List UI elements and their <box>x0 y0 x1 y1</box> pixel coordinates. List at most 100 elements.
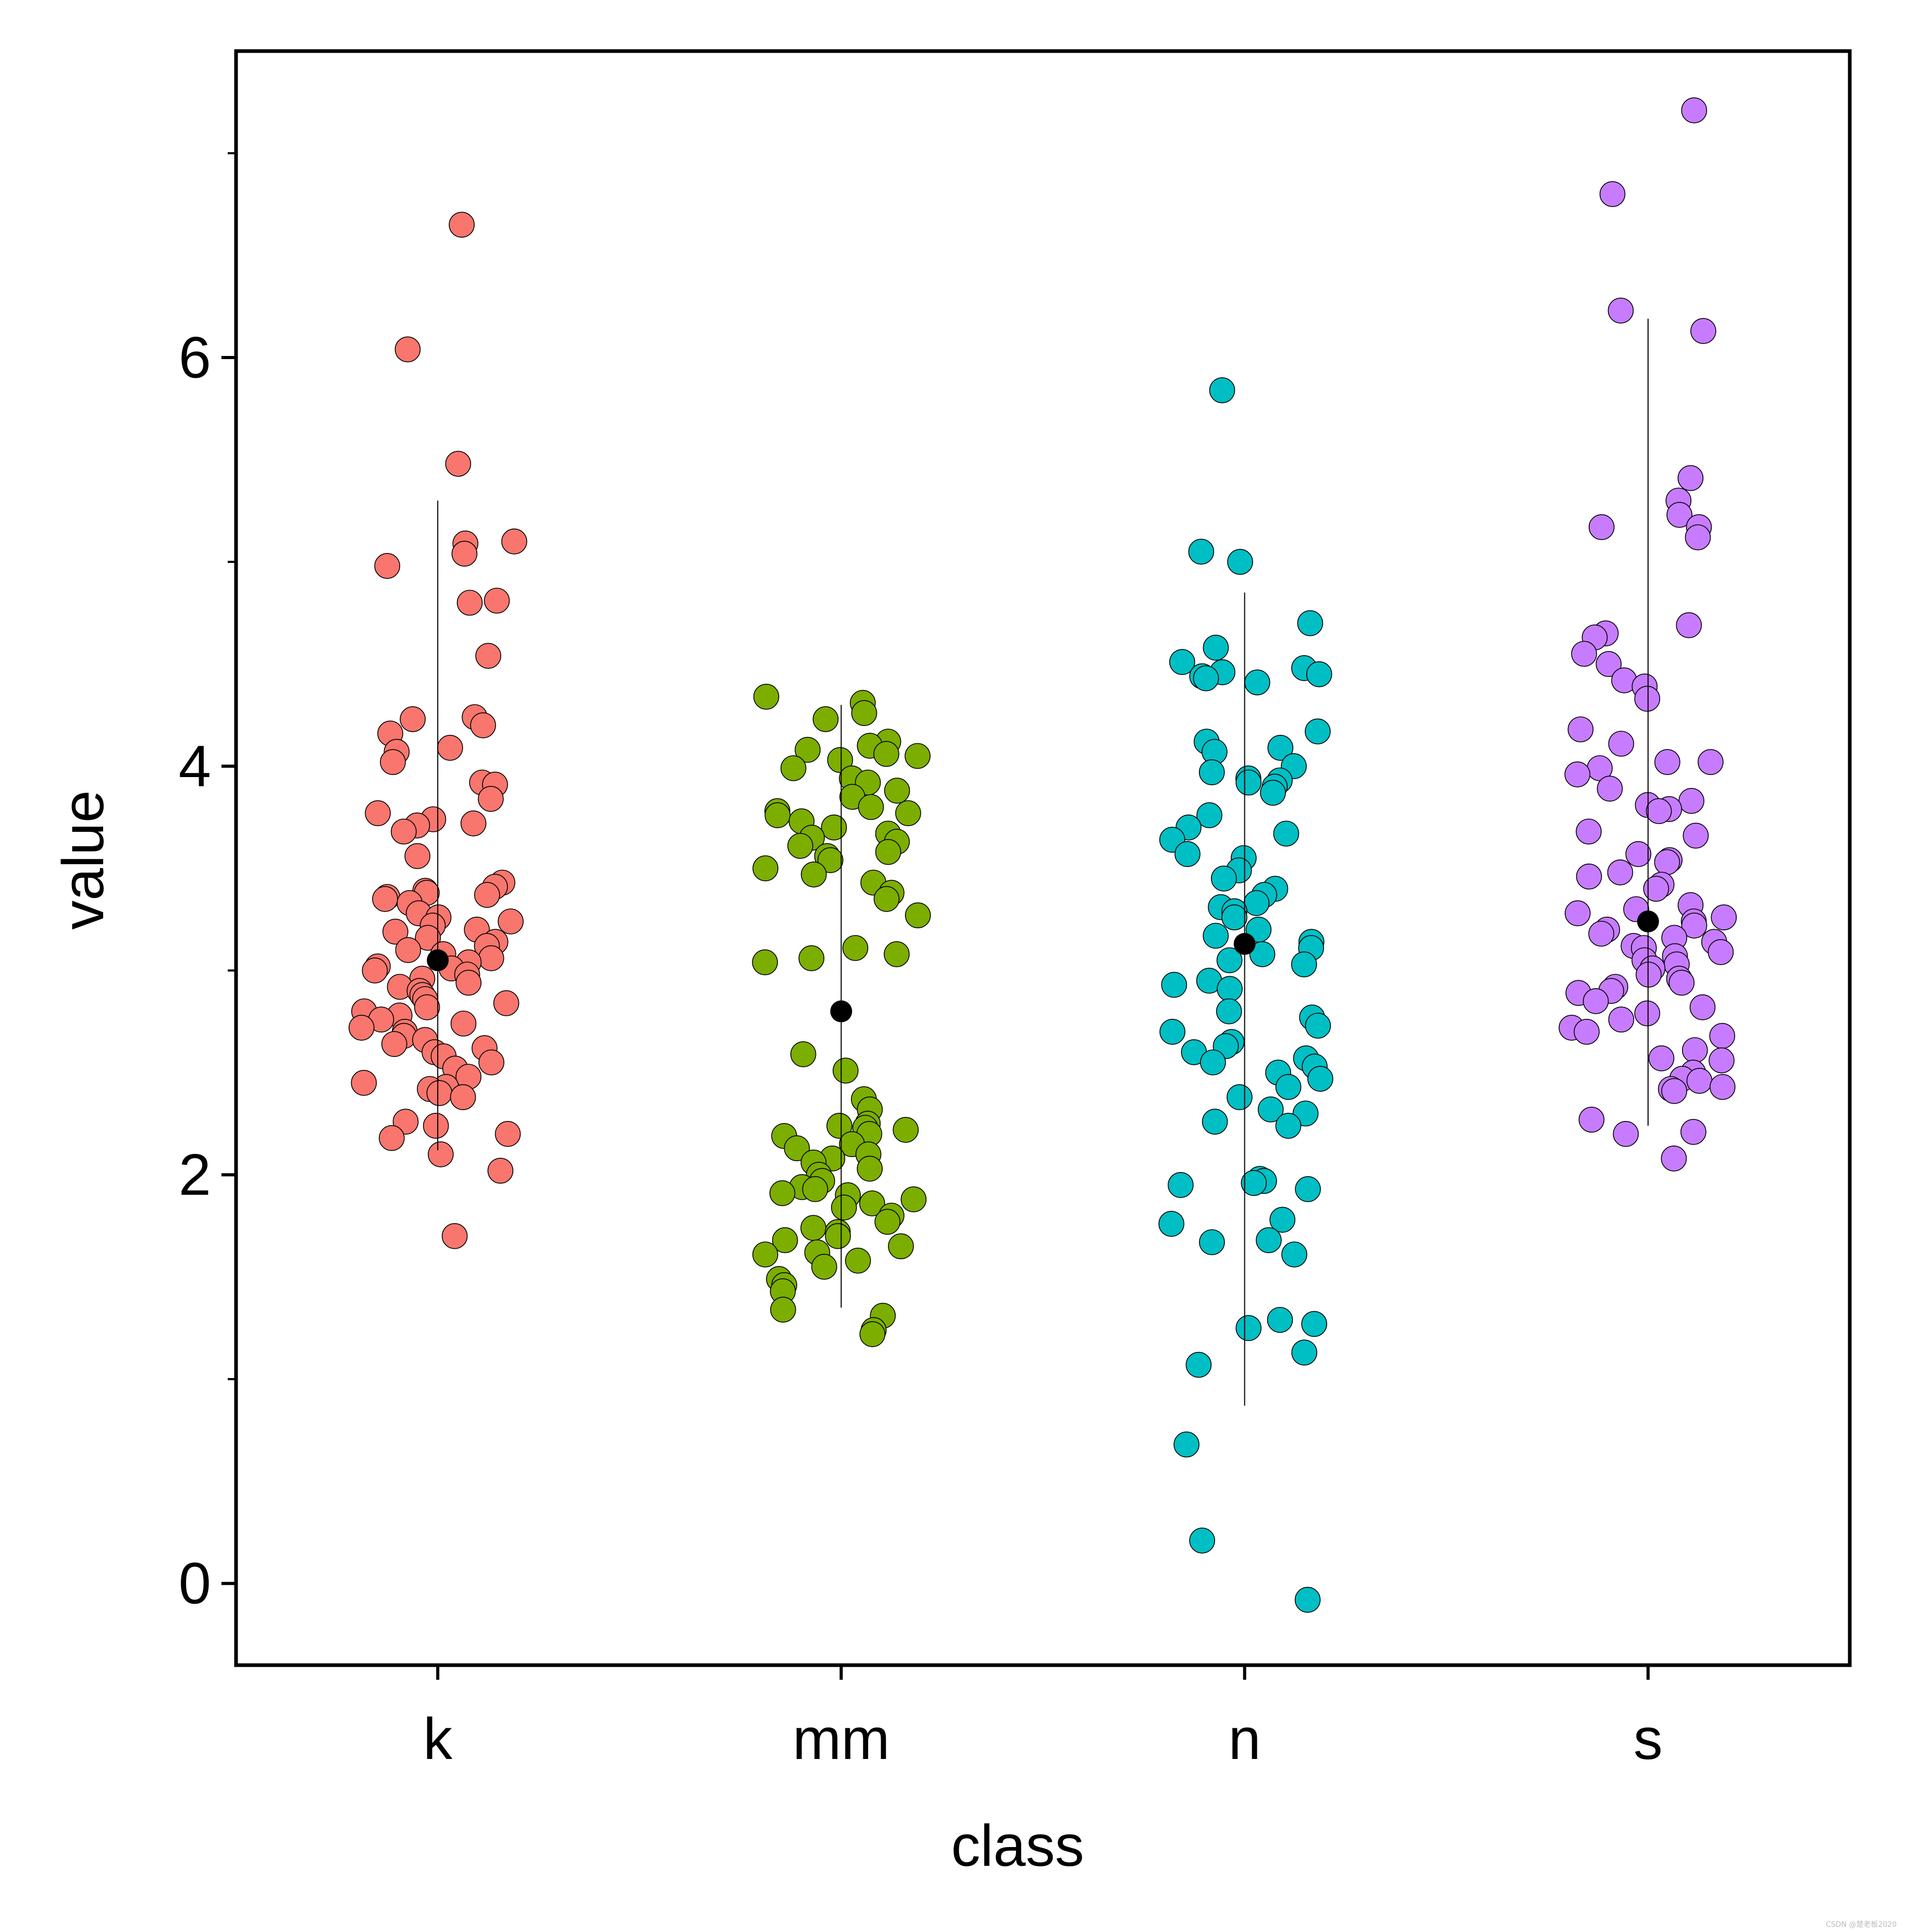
watermark-text: CSDN @楚老板2020 <box>1826 1921 1897 1929</box>
point-mm-0 <box>753 684 780 710</box>
point-n-71 <box>1158 1211 1184 1237</box>
point-s-24 <box>1597 776 1623 802</box>
point-n-58 <box>1307 1066 1333 1092</box>
point-n-36 <box>1221 904 1247 930</box>
point-s-13 <box>1571 641 1597 667</box>
point-s-0 <box>1681 97 1708 124</box>
point-n-11 <box>1244 669 1270 696</box>
point-mm-35 <box>884 941 910 967</box>
point-mm-9 <box>827 747 853 773</box>
point-k-39 <box>382 918 409 945</box>
point-mm-34 <box>842 935 869 961</box>
point-n-1 <box>1188 538 1215 565</box>
point-n-72 <box>1256 1227 1282 1253</box>
point-n-59 <box>1275 1074 1302 1100</box>
point-n-61 <box>1257 1096 1284 1123</box>
mean-marker-k <box>427 949 449 971</box>
point-n-27 <box>1174 841 1201 867</box>
x-tick-label-s: s <box>1634 1706 1663 1771</box>
point-k-24 <box>390 818 417 845</box>
point-n-8 <box>1306 661 1332 687</box>
point-k-1 <box>394 336 421 363</box>
point-k-30 <box>474 882 500 908</box>
point-mm-72 <box>845 1248 871 1274</box>
y-tick-label-6: 6 <box>179 325 211 390</box>
summary-layer <box>427 318 1659 1406</box>
x-tick-label-n: n <box>1228 1706 1260 1771</box>
point-k-74 <box>351 1069 377 1096</box>
point-s-78 <box>1680 1119 1706 1145</box>
point-k-77 <box>426 1080 453 1106</box>
point-s-69 <box>1648 1045 1675 1072</box>
point-n-12 <box>1305 718 1331 745</box>
point-n-47 <box>1216 998 1242 1025</box>
point-mm-64 <box>874 1209 900 1235</box>
point-mm-32 <box>873 886 900 912</box>
point-mm-62 <box>831 1195 857 1221</box>
point-n-74 <box>1281 1241 1307 1268</box>
point-n-76 <box>1301 1311 1327 1337</box>
point-s-50 <box>1708 939 1734 965</box>
point-s-1 <box>1599 181 1626 207</box>
point-n-23 <box>1196 802 1222 828</box>
y-tick-label-4: 4 <box>179 734 211 799</box>
point-k-49 <box>362 957 388 983</box>
point-mm-43 <box>826 1113 852 1139</box>
point-mm-38 <box>790 1041 817 1067</box>
point-k-36 <box>498 908 524 934</box>
point-k-82 <box>378 1125 405 1151</box>
point-s-80 <box>1661 1146 1687 1172</box>
point-mm-2 <box>851 700 877 726</box>
point-k-25 <box>404 843 430 869</box>
point-k-52 <box>455 969 482 996</box>
point-s-40 <box>1565 900 1591 927</box>
point-s-9 <box>1685 524 1711 550</box>
point-s-74 <box>1710 1074 1736 1100</box>
point-mm-20 <box>821 814 847 841</box>
point-k-67 <box>381 1031 407 1057</box>
point-n-75 <box>1267 1307 1293 1333</box>
point-s-70 <box>1709 1047 1735 1074</box>
point-s-76 <box>1661 1078 1687 1104</box>
point-s-64 <box>1608 1006 1635 1032</box>
mean-marker-mm <box>830 1000 852 1023</box>
point-mm-28 <box>752 855 778 881</box>
point-mm-80 <box>859 1321 886 1347</box>
point-n-10 <box>1193 665 1219 692</box>
y-axis-label: value <box>51 790 116 930</box>
point-k-43 <box>395 937 422 963</box>
y-tick-label-0: 0 <box>179 1551 211 1616</box>
point-mm-33 <box>905 902 931 929</box>
point-k-84 <box>487 1158 514 1184</box>
point-k-40 <box>415 925 441 951</box>
point-k-32 <box>372 886 398 912</box>
series-mm <box>752 684 931 1347</box>
point-n-41 <box>1249 941 1276 967</box>
point-n-5 <box>1169 649 1195 675</box>
point-k-2 <box>445 451 472 477</box>
point-s-77 <box>1578 1106 1605 1133</box>
point-s-37 <box>1643 876 1669 902</box>
point-s-45 <box>1588 920 1614 947</box>
point-s-18 <box>1567 716 1594 743</box>
point-n-20 <box>1235 769 1261 796</box>
point-n-78 <box>1291 1339 1317 1365</box>
series-k <box>348 212 527 1249</box>
point-n-4 <box>1203 634 1229 661</box>
point-mm-24 <box>787 833 813 859</box>
point-n-81 <box>1189 1528 1215 1554</box>
point-k-78 <box>450 1084 476 1110</box>
point-mm-73 <box>811 1253 837 1280</box>
point-k-85 <box>441 1223 468 1249</box>
point-k-11 <box>400 706 426 732</box>
point-k-7 <box>484 587 510 614</box>
point-n-80 <box>1173 1431 1199 1458</box>
point-s-19 <box>1608 731 1635 757</box>
point-n-68 <box>1168 1172 1194 1198</box>
point-mm-68 <box>772 1227 798 1253</box>
point-s-68 <box>1682 1037 1708 1063</box>
point-n-55 <box>1200 1049 1226 1076</box>
point-mm-15 <box>858 794 884 820</box>
point-mm-10 <box>780 755 807 781</box>
